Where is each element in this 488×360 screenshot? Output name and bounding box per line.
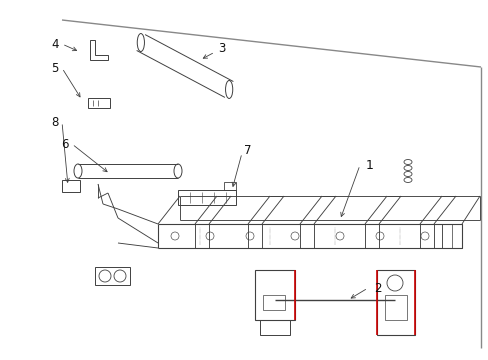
Text: 7: 7 <box>244 144 251 157</box>
Text: 4: 4 <box>51 37 59 50</box>
Text: 5: 5 <box>51 62 59 75</box>
Text: 8: 8 <box>51 116 59 129</box>
Text: 1: 1 <box>366 158 373 171</box>
Text: 3: 3 <box>218 41 225 54</box>
Text: 2: 2 <box>373 282 381 294</box>
Text: 6: 6 <box>61 138 69 150</box>
